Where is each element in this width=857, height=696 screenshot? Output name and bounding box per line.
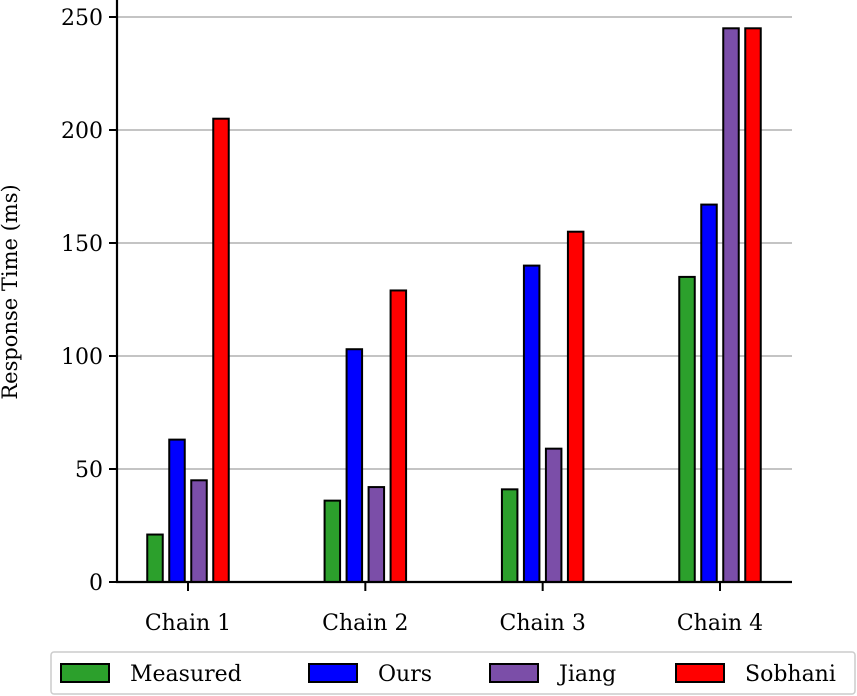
bar-sobhani-1 [212,117,230,583]
bars [146,27,762,584]
x-tick-label: Chain 2 [322,611,408,636]
bar-measured-4 [678,275,696,583]
legend-label-sobhani: Sobhani [745,662,836,687]
bar-sobhani-3 [566,230,585,583]
bar-jiang-1 [190,479,208,583]
bar-jiang-4 [722,27,740,584]
legend-label-ours: Ours [378,662,432,687]
x-tick-label: Chain 4 [677,611,763,636]
y-tick-label: 150 [61,232,103,257]
legend-swatch-jiang [489,663,539,683]
bar-measured-2 [323,499,342,584]
y-axis-title: Response Time (ms) [0,184,22,399]
legend-frame [50,651,856,695]
axes: 0 50 100 150 200 250 Chain 1 Chain 2 Chain 3 Chai… [61,0,792,636]
y-tick-label: 0 [89,571,103,596]
bar-jiang-3 [544,447,563,583]
bar-measured-3 [500,488,519,583]
legend-label-jiang: Jiang [557,662,616,687]
legend-swatch-sobhani [675,663,725,683]
y-tick-label: 250 [61,6,103,31]
legend-swatch-measured [60,663,110,683]
x-tick-label: Chain 1 [145,611,231,636]
bar-ours-1 [168,438,186,583]
y-tick-label: 200 [61,119,103,144]
x-tick-label: Chain 3 [500,611,586,636]
bar-sobhani-4 [744,27,762,584]
bar-ours-2 [345,348,364,583]
bar-measured-1 [146,533,164,583]
bar-jiang-2 [367,486,386,583]
legend: Measured Ours Jiang Sobhani [50,651,856,695]
bar-ours-4 [700,203,718,584]
bar-sobhani-2 [389,289,408,583]
legend-label-measured: Measured [130,662,242,687]
legend-swatch-ours [308,663,358,683]
bar-ours-3 [522,264,541,583]
y-tick-label: 50 [75,458,103,483]
y-tick-label: 100 [61,345,103,370]
